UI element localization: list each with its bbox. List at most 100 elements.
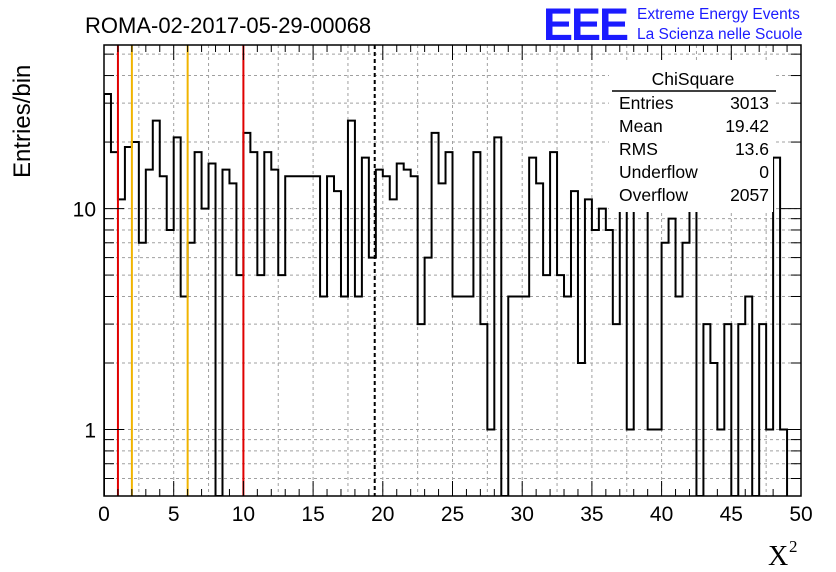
histogram — [104, 93, 789, 496]
stats-row-label: Overflow — [619, 185, 688, 205]
histogram-bin — [599, 209, 606, 496]
histogram-bin — [174, 137, 181, 496]
x-tick-label: 35 — [580, 503, 603, 526]
stats-row-value: 0 — [759, 162, 769, 182]
histogram-bin — [453, 296, 460, 496]
stats-row-value: 2057 — [730, 185, 769, 205]
histogram-bin — [299, 176, 306, 496]
logo-line-2: La Scienza nelle Scuole — [637, 26, 802, 43]
histogram-outline — [104, 93, 789, 496]
x-axis-label: X 2 — [768, 537, 798, 572]
histogram-bin — [613, 324, 620, 496]
histogram-bin — [515, 296, 522, 496]
histogram-bin — [285, 176, 292, 496]
x-axis-label-superscript: 2 — [789, 537, 798, 556]
histogram-bin — [745, 296, 752, 496]
stats-row-label: RMS — [619, 139, 658, 159]
histogram-bin — [390, 199, 397, 496]
eee-logo: EEE Extreme Energy Events La Scienza nel… — [543, 0, 802, 50]
histogram-bin — [306, 176, 313, 496]
histogram-bin — [209, 163, 216, 496]
stats-box: ChiSquare Entries 3013 Mean 19.42 RMS 13.6 Und… — [609, 62, 776, 212]
x-tick-label: 10 — [232, 503, 255, 526]
logo-line-1: Extreme Energy Events — [637, 6, 800, 23]
histogram-bin — [104, 94, 111, 496]
histogram-bin — [641, 163, 648, 496]
x-tick-label: 40 — [650, 503, 673, 526]
histogram-bin — [689, 199, 696, 496]
histogram-bin — [160, 176, 167, 496]
histogram-bin — [738, 324, 745, 496]
stats-title: ChiSquare — [652, 69, 735, 89]
x-tick-label: 50 — [789, 503, 812, 526]
histogram-bin — [662, 243, 669, 496]
stats-rows: Entries 3013 Mean 19.42 RMS 13.6 Underflow 0 Ove… — [619, 93, 769, 205]
stats-row-value: 13.6 — [735, 139, 769, 159]
x-ticks: 0 5 10 15 20 25 30 35 40 45 50 — [98, 45, 813, 526]
x-tick-label: 25 — [441, 503, 464, 526]
stats-row-label: Entries — [619, 93, 674, 113]
histogram-bin — [118, 199, 125, 496]
histogram-bin — [202, 209, 209, 496]
histogram-bin — [466, 296, 473, 496]
histogram-bin — [432, 133, 439, 496]
histogram-bin — [125, 147, 132, 496]
x-axis-label-main: X — [768, 541, 788, 572]
stats-row-value: 19.42 — [725, 116, 769, 136]
histogram-bin — [522, 296, 529, 496]
histogram-bin — [494, 137, 501, 496]
histogram-bin — [292, 176, 299, 496]
histogram-bin — [508, 296, 515, 496]
histogram-bin — [564, 296, 571, 496]
histogram-bins — [104, 93, 789, 496]
x-tick-label: 45 — [720, 503, 743, 526]
chart-title: ROMA-02-2017-05-29-00068 — [85, 13, 371, 38]
stats-row-label: Mean — [619, 116, 663, 136]
histogram-bin — [480, 324, 487, 496]
reference-lines — [116, 45, 376, 496]
histogram-bin — [327, 176, 334, 496]
histogram-bin — [188, 243, 195, 496]
histogram-bin — [313, 176, 320, 496]
histogram-bin — [132, 142, 139, 496]
histogram-bin — [703, 324, 710, 496]
histogram-bin — [236, 275, 243, 496]
y-ticks: 1 10 — [73, 53, 801, 480]
histogram-bin — [425, 258, 432, 496]
stats-row-label: Underflow — [619, 162, 698, 182]
logo-mark: EEE — [543, 0, 628, 50]
histogram-bin — [571, 191, 578, 496]
histogram-bin — [418, 324, 425, 496]
histogram-bin — [334, 191, 341, 496]
histogram-bin — [397, 163, 404, 496]
histogram-bin — [243, 133, 250, 496]
y-axis-label: Entries/bin — [9, 65, 36, 178]
histogram-bin — [585, 199, 592, 496]
y-tick-label: 10 — [73, 199, 96, 222]
histogram-bin — [759, 324, 766, 496]
stats-row-value: 3013 — [730, 93, 769, 113]
histogram-bin — [669, 219, 676, 496]
histogram-bin — [459, 296, 466, 496]
histogram-bin — [683, 243, 690, 496]
histogram-bin — [355, 296, 362, 496]
histogram-bin — [383, 176, 390, 496]
histogram-bin — [620, 209, 627, 496]
histogram-bin — [320, 296, 327, 496]
x-tick-label: 30 — [511, 503, 534, 526]
histogram-bin — [543, 275, 550, 496]
histogram-bin — [557, 275, 564, 496]
x-tick-label: 20 — [371, 503, 394, 526]
y-tick-label: 1 — [84, 419, 96, 442]
histogram-bin — [257, 275, 264, 496]
histogram-bin — [676, 296, 683, 496]
histogram-bin — [411, 176, 418, 496]
x-tick-label: 0 — [98, 503, 110, 526]
x-tick-label: 5 — [168, 503, 180, 526]
x-tick-label: 15 — [301, 503, 324, 526]
histogram-bin — [181, 296, 188, 496]
stats-box-background — [609, 62, 773, 212]
histogram-bin — [139, 243, 146, 496]
histogram-bin — [341, 296, 348, 496]
